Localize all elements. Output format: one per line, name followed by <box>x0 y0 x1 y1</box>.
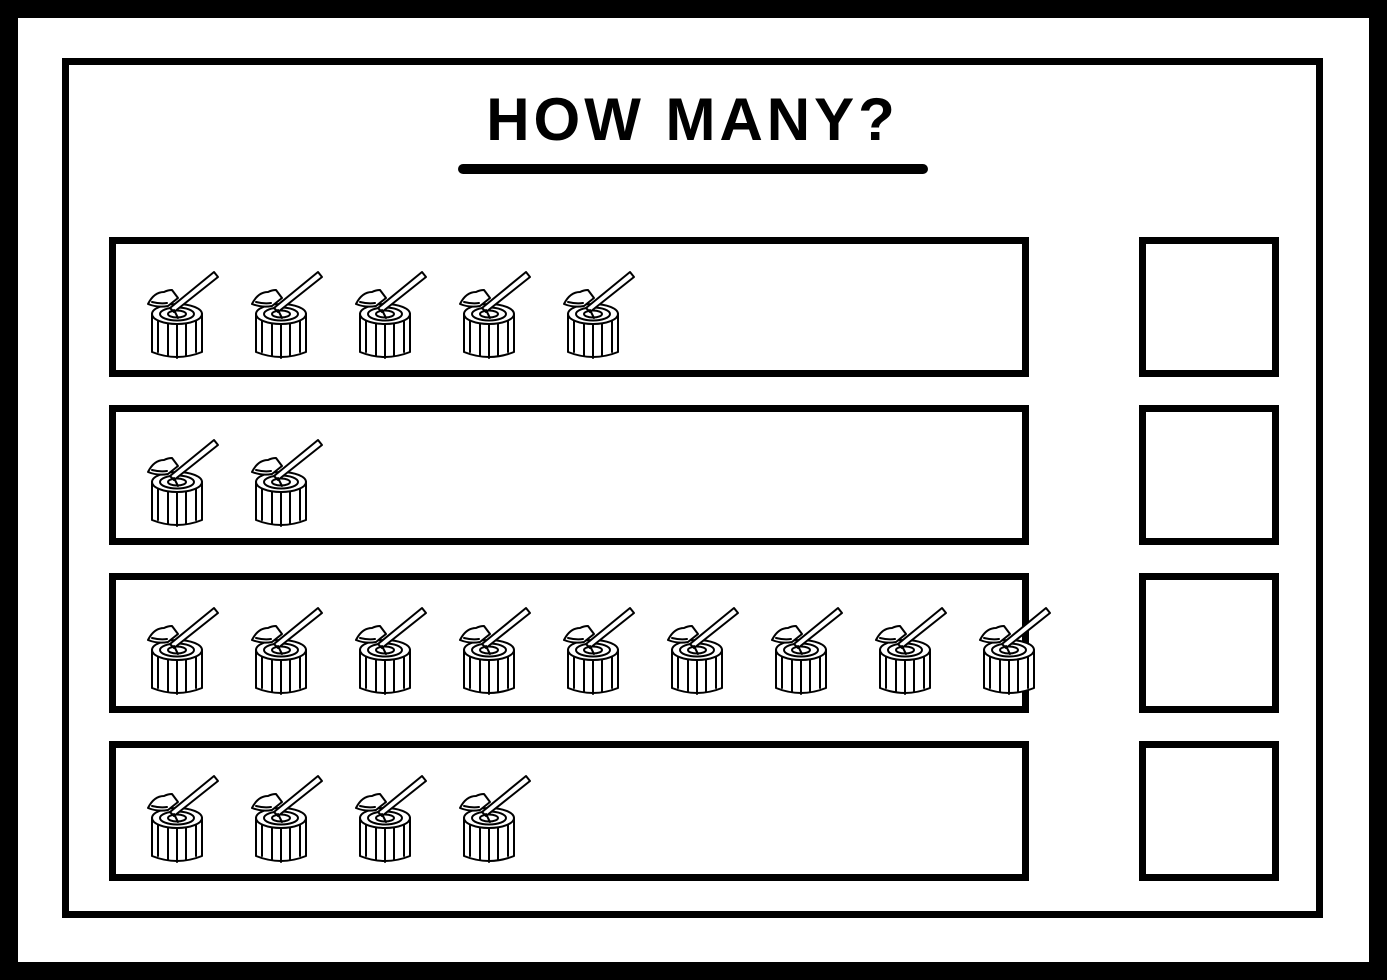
answer-box[interactable] <box>1139 741 1279 881</box>
axe-in-stump-icon <box>238 420 324 530</box>
axe-in-stump-icon <box>758 588 844 698</box>
answer-box[interactable] <box>1139 237 1279 377</box>
count-row <box>109 405 1029 545</box>
axe-in-stump-icon <box>134 420 220 530</box>
axe-in-stump-icon <box>654 588 740 698</box>
axe-in-stump-icon <box>342 588 428 698</box>
axe-in-stump-icon <box>342 756 428 866</box>
axe-in-stump-icon <box>966 588 1052 698</box>
answer-box[interactable] <box>1139 573 1279 713</box>
axe-in-stump-icon <box>342 252 428 362</box>
axe-in-stump-icon <box>134 756 220 866</box>
answer-box[interactable] <box>1139 405 1279 545</box>
outer-frame: HOW MANY? <box>0 0 1387 980</box>
axe-in-stump-icon <box>550 252 636 362</box>
count-row <box>109 741 1029 881</box>
axe-in-stump-icon <box>238 756 324 866</box>
count-row <box>109 237 1029 377</box>
axe-in-stump-icon <box>550 588 636 698</box>
axe-in-stump-icon <box>862 588 948 698</box>
axe-in-stump-icon <box>446 252 532 362</box>
inner-frame: HOW MANY? <box>62 58 1323 918</box>
title-block: HOW MANY? <box>69 85 1316 174</box>
page-title: HOW MANY? <box>486 85 899 154</box>
axe-in-stump-icon <box>446 756 532 866</box>
axe-in-stump-icon <box>134 588 220 698</box>
axe-in-stump-icon <box>446 588 532 698</box>
axe-in-stump-icon <box>238 588 324 698</box>
axe-in-stump-icon <box>134 252 220 362</box>
count-row <box>109 573 1029 713</box>
title-underline <box>458 164 928 174</box>
axe-in-stump-icon <box>238 252 324 362</box>
